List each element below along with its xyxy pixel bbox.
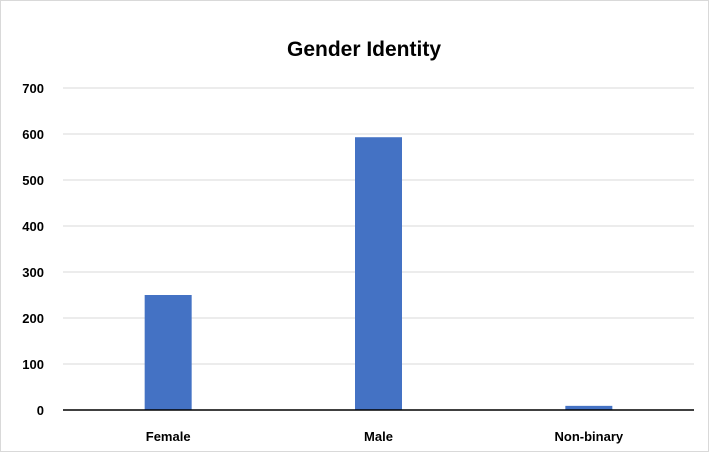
- chart-title: Gender Identity: [287, 38, 441, 61]
- bar-non-binary: [565, 405, 613, 410]
- x-axis-ticks: Female Male Non-binary: [146, 429, 624, 444]
- y-tick-label: 600: [22, 127, 44, 142]
- y-tick-label: 400: [22, 219, 44, 234]
- y-tick-label: 500: [22, 173, 44, 188]
- y-tick-label: 100: [22, 357, 44, 372]
- bar-female: [144, 295, 192, 410]
- y-tick-label: 300: [22, 265, 44, 280]
- bars: [144, 137, 613, 410]
- x-tick-label: Female: [146, 429, 191, 444]
- y-tick-label: 0: [37, 403, 44, 418]
- x-tick-label: Non-binary: [555, 429, 624, 444]
- bar-male: [355, 137, 402, 410]
- y-tick-label: 700: [22, 81, 44, 96]
- y-axis-ticks: 0 100 200 300 400 500 600 700: [22, 81, 44, 418]
- x-tick-label: Male: [364, 429, 393, 444]
- y-tick-label: 200: [22, 311, 44, 326]
